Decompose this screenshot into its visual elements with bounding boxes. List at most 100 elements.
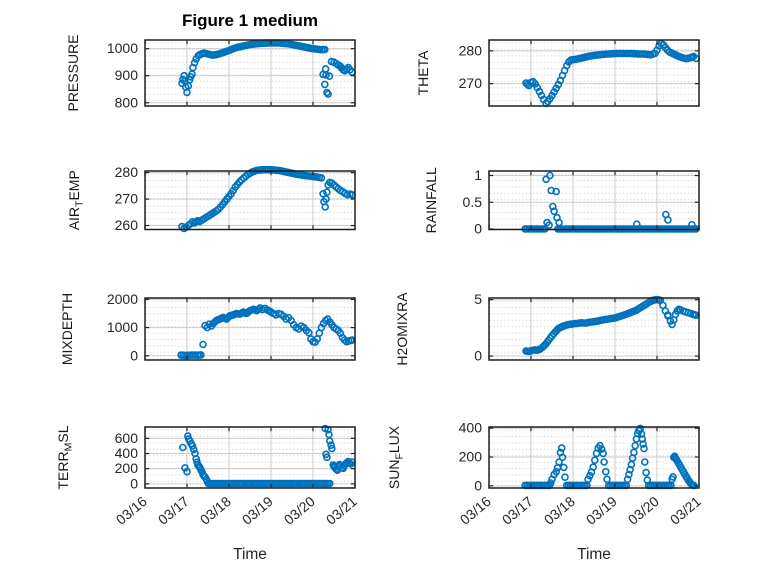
data-point-marker (545, 221, 553, 230)
subplot-pressure: 800 900 1000 PRESSURE (65, 34, 356, 112)
x-tick-label: 03/21 (323, 493, 360, 528)
y-tick-label: 200 (459, 448, 483, 464)
data-point-marker (600, 458, 608, 466)
data-point-marker (664, 216, 672, 224)
data-point-marker (597, 445, 606, 453)
data-point-marker (557, 444, 566, 452)
subplot-sun-flux: 0 200 400 SUNFLUX 03/16 03/17 03/18 03/19 03/20 0… (386, 420, 704, 528)
data-point-marker (603, 475, 611, 484)
data-point-marker (688, 220, 696, 229)
data-point-marker (188, 70, 196, 78)
x-tick-labels: 03/16 03/17 03/18 03/19 03/20 03/21 (457, 493, 704, 528)
x-tick-label: 03/16 (113, 493, 150, 528)
figure-title: Figure 1 medium (181, 11, 319, 30)
axis-ticks (488, 298, 700, 360)
x-axis-label-right: Time (577, 546, 611, 563)
y-tick-label: 280 (459, 42, 483, 58)
data-point-marker (586, 471, 594, 480)
data-point-marker (322, 71, 330, 79)
y-axis-label: RAINFALL (423, 167, 439, 233)
data-point-marker (640, 444, 648, 453)
x-tick-label: 03/19 (239, 493, 276, 528)
data-point-marker (669, 473, 677, 481)
axis-ticks (144, 40, 356, 106)
y-tick-label: 400 (115, 445, 139, 461)
data-point-marker (305, 328, 313, 337)
x-tick-label: 03/18 (197, 493, 234, 528)
data-point-marker (183, 467, 191, 476)
data-point-marker (328, 444, 336, 453)
y-tick-label: 270 (115, 191, 139, 207)
x-tick-label: 03/20 (281, 493, 318, 528)
y-axis-label: THETA (415, 50, 431, 96)
subplot-theta: 270 280 THETA (415, 39, 700, 108)
data-point-marker (637, 430, 646, 438)
data-points (178, 424, 356, 488)
data-point-marker (555, 218, 563, 227)
data-point-marker (324, 90, 332, 98)
data-point-marker (561, 473, 569, 482)
data-point-marker (643, 476, 652, 484)
data-point-marker (547, 186, 556, 195)
axis-ticks (144, 427, 356, 488)
data-point-marker (197, 351, 205, 359)
axes-border (488, 426, 700, 489)
y-tick-label: 270 (459, 75, 483, 91)
data-point-marker (546, 479, 555, 487)
data-point-marker (323, 453, 331, 462)
y-tick-label: 1 (474, 167, 482, 183)
y-tick-label: 0 (474, 477, 482, 493)
y-axis-label: SUNFLUX (386, 425, 406, 489)
y-axis-label: PRESSURE (65, 34, 81, 111)
y-tick-label: 1000 (107, 319, 138, 335)
data-point-marker (560, 463, 568, 472)
y-tick-labels: 270 280 (459, 42, 483, 91)
data-point-marker (326, 479, 334, 488)
data-point-marker (642, 468, 650, 477)
y-tick-label: 800 (115, 94, 139, 110)
y-tick-label: 2000 (107, 291, 138, 307)
data-point-marker (664, 311, 672, 319)
data-point-marker (558, 453, 567, 462)
x-tick-label: 03/17 (155, 493, 192, 528)
x-tick-label: 03/21 (667, 493, 704, 528)
data-point-marker (639, 440, 647, 448)
y-tick-label: 900 (115, 67, 139, 83)
y-tick-label: 1000 (107, 40, 138, 56)
data-point-marker (325, 72, 334, 81)
data-point-marker (321, 80, 329, 89)
data-point-marker (546, 171, 554, 180)
data-point-marker (188, 442, 197, 450)
data-point-marker (324, 181, 332, 189)
data-point-marker (633, 220, 641, 229)
x-tick-label: 03/17 (499, 493, 536, 528)
axes-border (144, 39, 356, 107)
y-axis-label: H2OMIXRA (394, 292, 410, 366)
data-point-marker (625, 470, 633, 479)
y-tick-label: 200 (115, 460, 139, 476)
data-point-marker (326, 437, 334, 445)
y-axis-label: AIRTEMP (66, 170, 86, 230)
axis-ticks (488, 427, 700, 488)
data-point-marker (548, 202, 557, 211)
x-tick-label: 03/18 (541, 493, 578, 528)
subplot-air-temp: 260 270 280 AIRTEMP (66, 164, 356, 233)
axes-border (488, 39, 700, 107)
data-point-marker (552, 467, 560, 476)
subplot-mixdepth: 0 1000 2000 MIXDEPTH (59, 291, 356, 365)
y-tick-label: 400 (459, 420, 483, 436)
data-point-marker (552, 187, 560, 196)
data-point-marker (321, 203, 329, 211)
minor-grid (145, 427, 355, 488)
y-tick-labels: 260 270 280 (115, 164, 139, 233)
data-point-marker (630, 448, 638, 457)
y-tick-label: 260 (115, 217, 139, 233)
y-tick-label: 600 (115, 430, 139, 446)
x-tick-labels: 03/16 03/17 03/18 03/19 03/20 03/21 (113, 493, 360, 528)
x-tick-label: 03/19 (583, 493, 620, 528)
y-tick-labels: 800 900 1000 (107, 40, 138, 110)
